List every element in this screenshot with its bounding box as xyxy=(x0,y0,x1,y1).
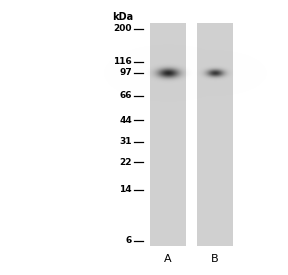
Text: 22: 22 xyxy=(120,158,132,167)
Text: 200: 200 xyxy=(113,24,132,33)
Text: kDa: kDa xyxy=(112,12,133,22)
Text: 14: 14 xyxy=(119,185,132,194)
Text: A: A xyxy=(164,254,172,264)
Text: 6: 6 xyxy=(126,236,132,246)
Text: 44: 44 xyxy=(119,116,132,125)
Text: 31: 31 xyxy=(120,137,132,146)
Bar xyxy=(150,29,186,252)
Bar xyxy=(197,29,233,252)
Text: 66: 66 xyxy=(120,91,132,100)
Text: 97: 97 xyxy=(119,68,132,77)
Text: B: B xyxy=(211,254,219,264)
Text: 116: 116 xyxy=(113,57,132,66)
